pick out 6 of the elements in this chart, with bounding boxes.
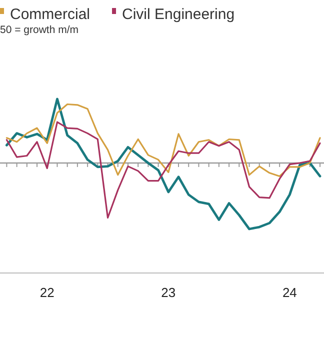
x-tick-label: 22 — [40, 285, 54, 300]
x-tick-label: 24 — [282, 285, 297, 300]
chart-subtitle: 50 = growth m/m — [0, 24, 79, 36]
legend-label: Civil Engineering — [122, 6, 235, 23]
x-tick-label: 23 — [161, 285, 176, 300]
legend-label: Commercial — [10, 6, 90, 23]
